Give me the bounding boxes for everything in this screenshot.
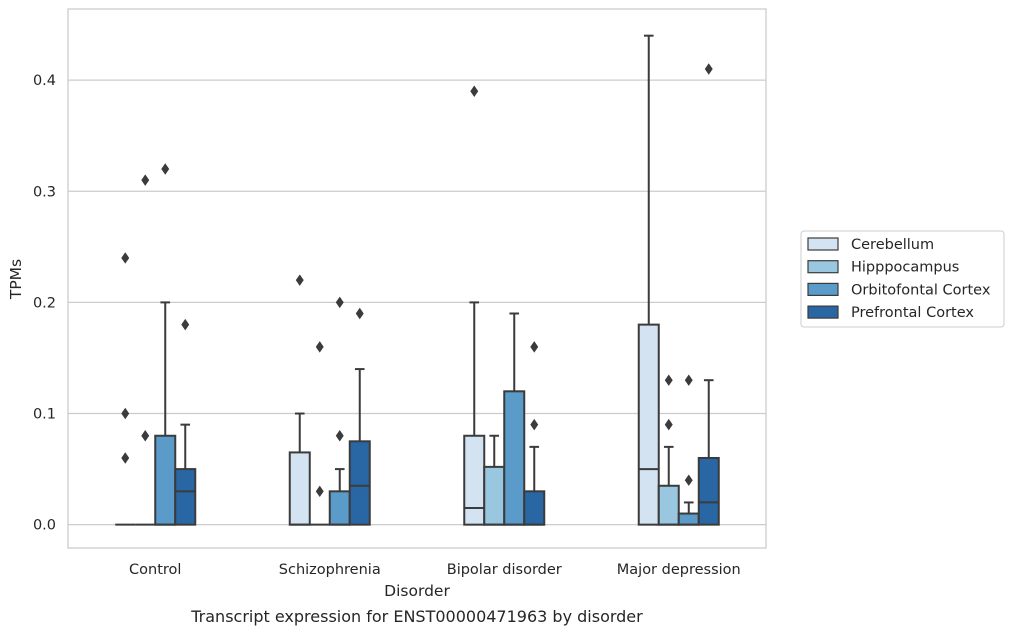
box: [657, 484, 680, 526]
box-group: [697, 63, 720, 526]
box: [503, 390, 526, 526]
y-tick-label: 0.2: [33, 295, 56, 311]
box-group: [483, 434, 506, 526]
y-tick-label: 0.3: [33, 184, 56, 200]
legend-swatch: [807, 260, 839, 274]
y-axis-ticks: 0.0 0.1 0.2 0.3 0.4: [33, 73, 56, 534]
box-group: [174, 318, 197, 526]
box-series: [115, 34, 720, 526]
box-group: [115, 252, 136, 526]
outlier-point: [335, 296, 344, 309]
box: [697, 456, 720, 526]
outlier-point: [684, 374, 693, 386]
outlier-point: [181, 318, 190, 331]
plot-frame: [67, 8, 767, 549]
legend-label: Prefrontal Cortex: [851, 305, 974, 321]
legend-label: Cerebellum: [851, 237, 934, 253]
outlier-point: [141, 174, 150, 186]
chart-caption: Transcript expression for ENST0000047196…: [190, 607, 643, 626]
box: [677, 512, 700, 526]
outlier-point: [121, 252, 130, 264]
box-group: [309, 341, 330, 526]
box-group: [135, 174, 156, 526]
legend-swatch: [807, 305, 839, 319]
y-axis-label: TPMs: [7, 259, 25, 300]
x-axis-label: Disorder: [384, 582, 450, 600]
outlier-point: [161, 163, 170, 175]
box-group: [503, 312, 526, 526]
legend: Cerebellum Hipppocampus Orbitofontal Corte…: [800, 230, 1005, 328]
outlier-point: [684, 474, 693, 486]
box: [483, 465, 506, 526]
outlier-point: [335, 430, 344, 442]
legend-swatch: [807, 282, 839, 296]
x-tick-label: Major depression: [617, 562, 741, 578]
outlier-point: [470, 85, 479, 97]
x-tick-label: Schizophrenia: [279, 562, 381, 578]
box: [174, 468, 197, 526]
box-group: [657, 374, 680, 526]
box: [637, 323, 660, 526]
legend-label: Orbitofontal Cortex: [851, 282, 991, 298]
box: [328, 490, 351, 526]
x-tick-label: Control: [129, 562, 181, 578]
outlier-point: [530, 418, 539, 431]
box-group: [463, 85, 486, 526]
outlier-point: [704, 63, 713, 75]
outlier-point: [295, 274, 304, 286]
box-group: [637, 34, 660, 526]
outlier-point: [315, 341, 324, 353]
box: [523, 490, 546, 526]
box: [288, 451, 311, 526]
outlier-point: [315, 485, 324, 498]
outlier-point: [355, 307, 364, 320]
box-group: [328, 296, 351, 526]
outlier-point: [664, 374, 673, 386]
box: [348, 440, 371, 526]
legend-swatch: [807, 237, 839, 251]
y-tick-label: 0.0: [33, 518, 56, 534]
box-group: [288, 274, 311, 526]
outlier-point: [530, 341, 539, 353]
box: [154, 434, 177, 526]
outlier-point: [141, 430, 150, 442]
box: [463, 434, 486, 526]
box-group: [523, 341, 546, 526]
x-axis-ticks: Control Schizophrenia Bipolar disorder Majo…: [129, 562, 741, 578]
y-tick-label: 0.1: [33, 407, 56, 423]
legend-label: Hipppocampus: [851, 260, 959, 276]
y-tick-label: 0.4: [33, 73, 56, 89]
box-group: [348, 307, 371, 526]
outlier-point: [664, 418, 673, 431]
box-group: [154, 163, 177, 526]
outlier-point: [121, 452, 130, 464]
x-tick-label: Bipolar disorder: [447, 562, 562, 578]
outlier-point: [121, 407, 130, 420]
legend-frame: [800, 230, 1005, 328]
